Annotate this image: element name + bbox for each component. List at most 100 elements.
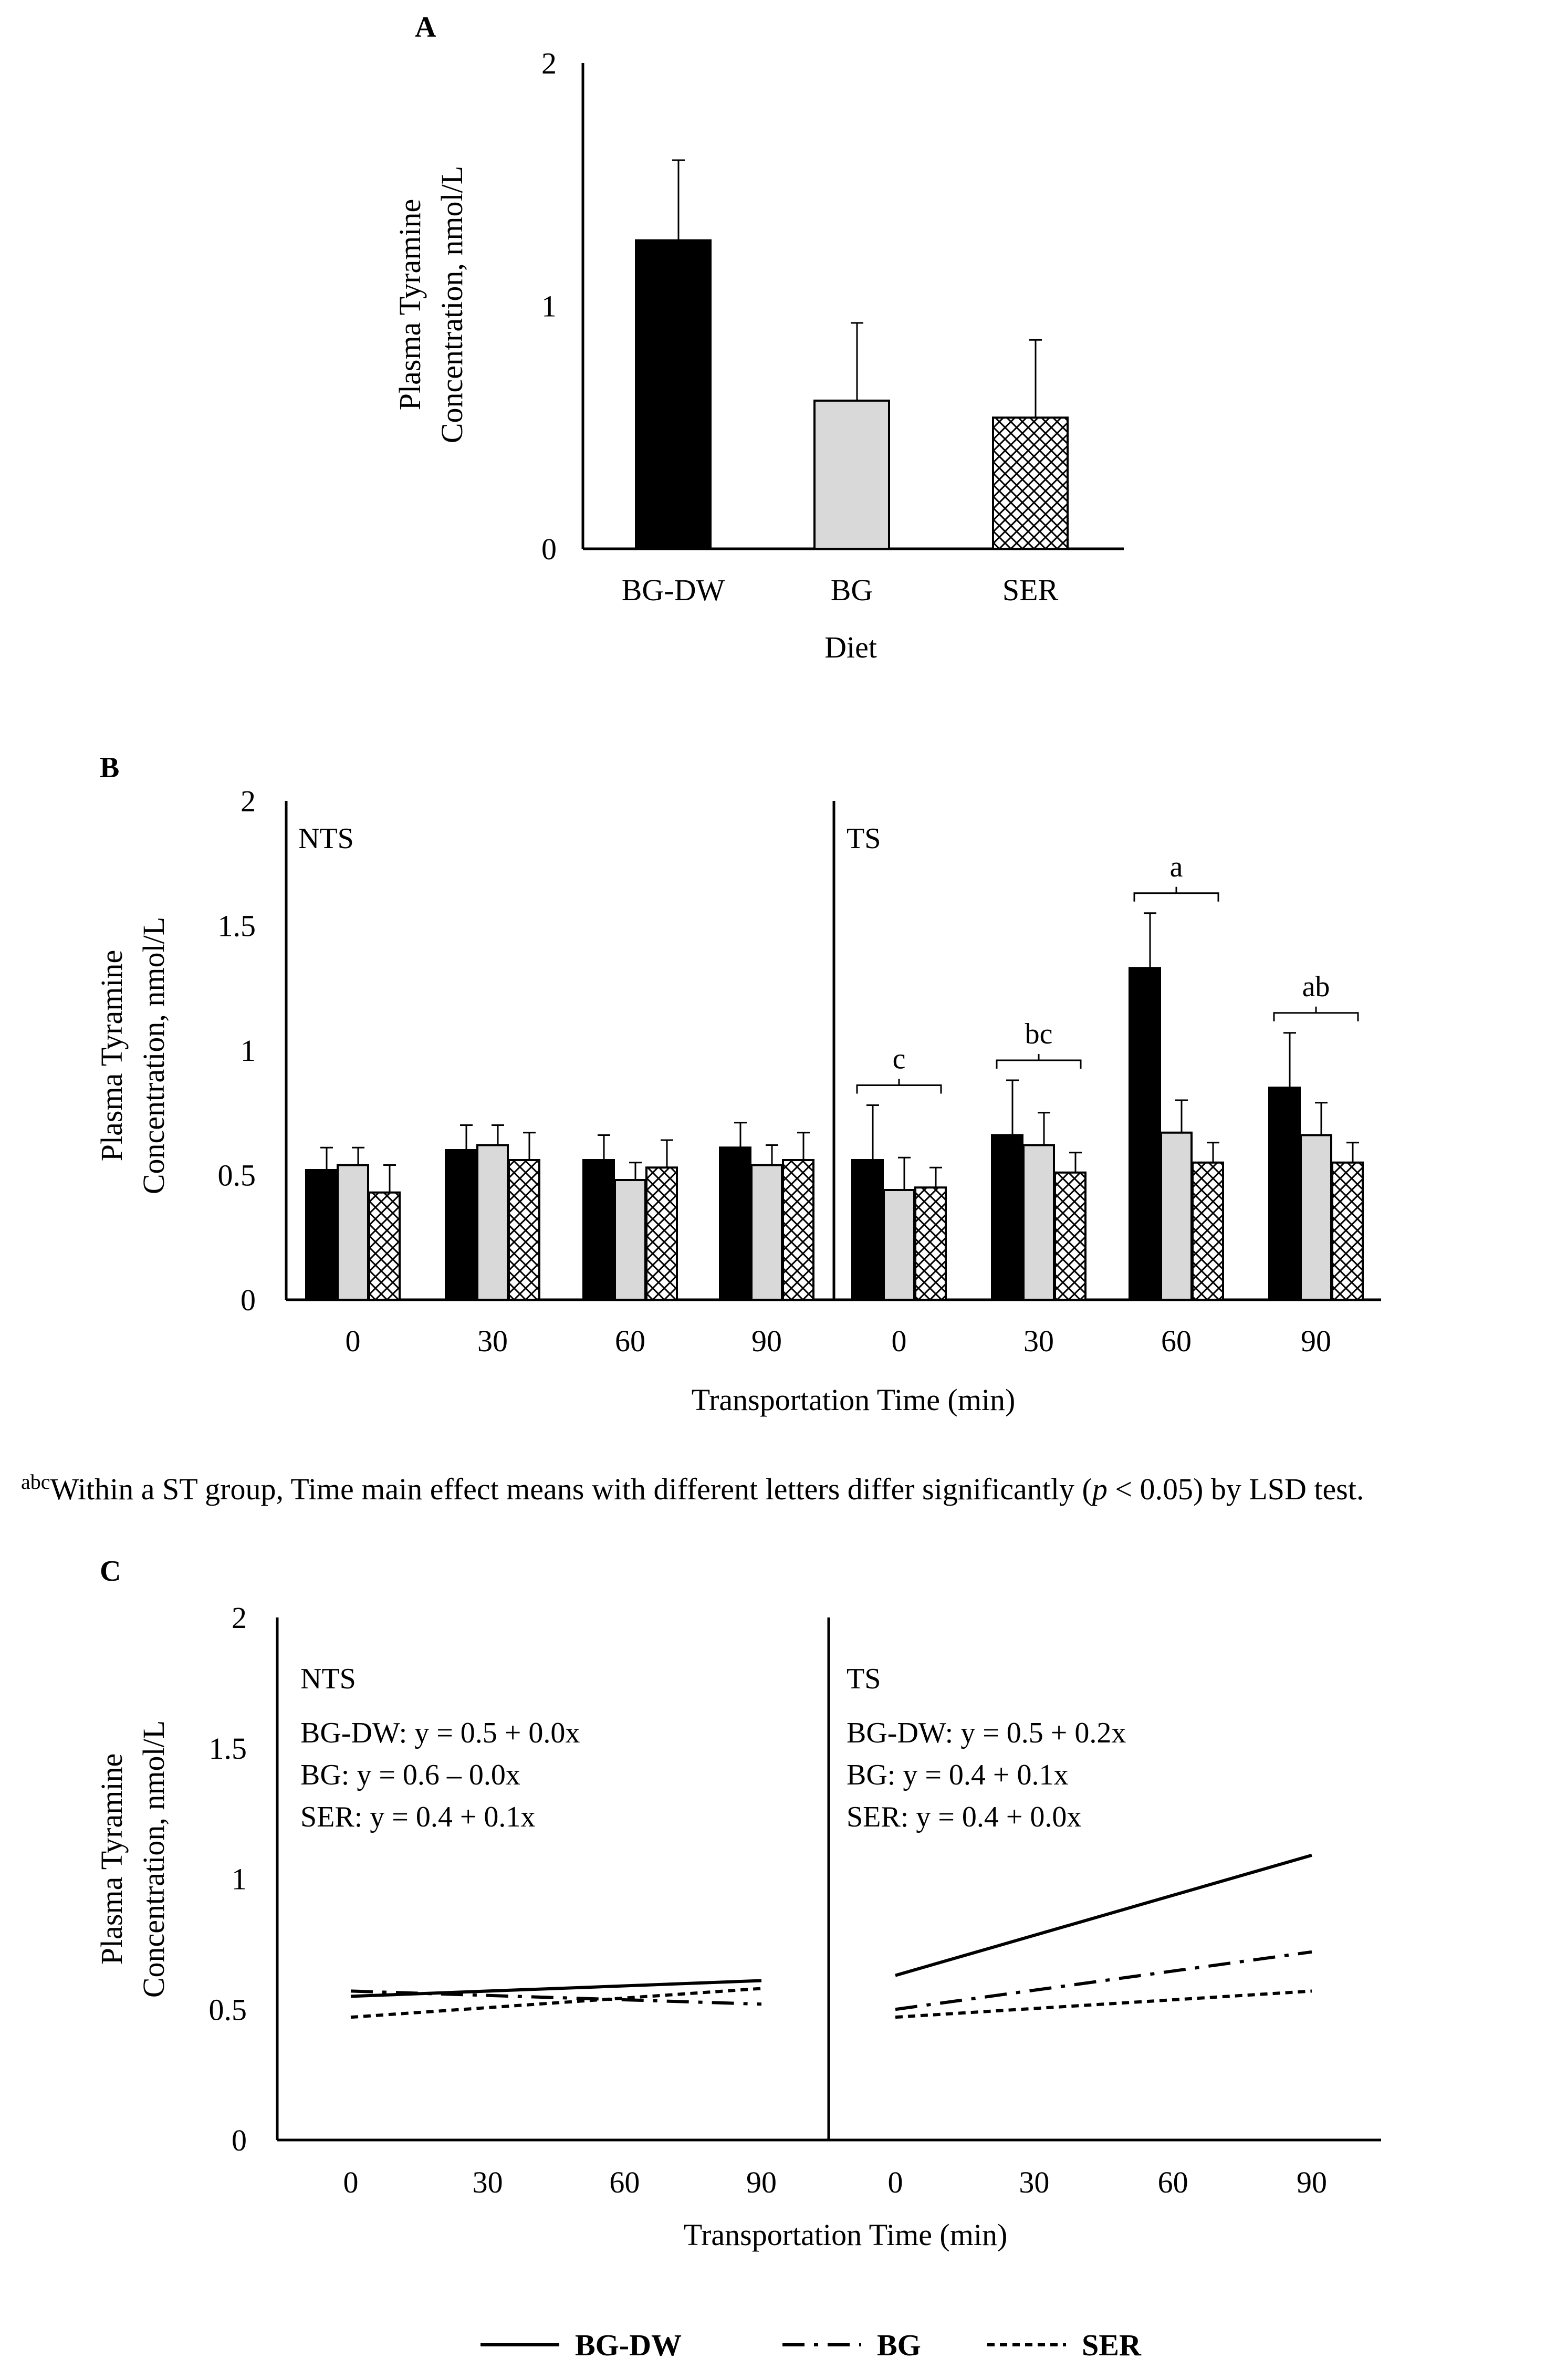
panel-b-sig-letter-ts-0: c <box>893 1043 906 1076</box>
panel-b-bar-nts-90-bg-dw <box>719 1146 751 1301</box>
panel-c-line-ts-bg-dw <box>895 1853 1312 1977</box>
panel-a-ytick-2: 2 <box>541 46 557 80</box>
panel-b-bracket-ts-0 <box>856 1079 942 1094</box>
panel-c-equation-nts-bg: BG: y = 0.6 – 0.0x <box>300 1759 520 1791</box>
panel-b-bracket-ts-90 <box>1273 1006 1359 1021</box>
legend-label-ser: SER <box>1082 2328 1142 2362</box>
panel-b-bar-nts-0-bg-dw <box>305 1169 338 1301</box>
panel-c-line-nts-ser <box>350 1987 762 2019</box>
panel-c-xtick-ts-90: 90 <box>1297 2165 1327 2199</box>
panel-b-bar-nts-0-bg <box>337 1164 369 1301</box>
panel-b-bar-ts-60-ser <box>1192 1161 1224 1301</box>
panel-c-line-ts-bg <box>895 1950 1312 2011</box>
panel-a-ytick-1: 1 <box>541 289 557 323</box>
panel-a-ylabel-line1: Plasma Tyramine <box>393 199 427 410</box>
panel-c-title: C <box>100 1555 121 1588</box>
panel-b-bar-ts-30-ser <box>1054 1171 1087 1301</box>
panel-b-bar-nts-30-bg <box>476 1144 509 1301</box>
panel-c-xtick-ts-0: 0 <box>888 2165 903 2199</box>
panel-b-group-label-ts: TS <box>847 822 881 855</box>
panel-a-title: A <box>415 11 436 44</box>
panel-b-bar-ts-90-bg-dw <box>1268 1087 1301 1301</box>
panel-b-ylabel-line1: Plasma Tyramine <box>95 950 129 1161</box>
panel-b-xtick-ts-30: 30 <box>1023 1324 1054 1358</box>
panel-a-plot-area: 0 1 2 BG-DW BG SER <box>541 46 1124 607</box>
legend: BG-DW BG SER <box>480 2328 1142 2362</box>
panel-a-xlabel: Diet <box>824 630 877 664</box>
footnote: abcWithin a ST group, Time main effect m… <box>21 1470 1364 1506</box>
panel-c: C Plasma Tyramine Concentration, nmol/L … <box>95 1555 1381 2252</box>
panel-b-xlabel: Transportation Time (min) <box>692 1383 1016 1417</box>
panel-c-equation-ts-bg-dw: BG-DW: y = 0.5 + 0.2x <box>847 1717 1126 1749</box>
panel-b-ytick-1-5: 1.5 <box>218 909 256 943</box>
panel-c-xlabel: Transportation Time (min) <box>684 2218 1008 2252</box>
panel-c-xtick-nts-90: 90 <box>746 2165 777 2199</box>
panel-c-line-nts-bg-dw <box>350 1979 762 1998</box>
panel-b-bar-nts-60-bg <box>614 1179 646 1301</box>
panel-c-ylabel-line2: Concentration, nmol/L <box>137 1720 171 1998</box>
panel-b-bracket-ts-30 <box>996 1054 1082 1069</box>
panel-b-bar-ts-30-bg-dw <box>991 1134 1023 1301</box>
panel-b-bar-ts-60-bg <box>1160 1131 1193 1301</box>
panel-c-group-label-nts: NTS <box>300 1663 356 1695</box>
panel-c-line-ts-ser <box>895 1989 1312 2019</box>
panel-b-bar-ts-30-bg <box>1022 1144 1055 1301</box>
panel-c-xtick-nts-30: 30 <box>473 2165 503 2199</box>
legend-label-bg: BG <box>877 2328 921 2362</box>
panel-b-ytick-1: 1 <box>241 1034 256 1068</box>
panel-a-xtick-bg: BG <box>831 573 873 607</box>
panel-c-xtick-ts-30: 30 <box>1019 2165 1049 2199</box>
panel-c-ylabel-line1: Plasma Tyramine <box>95 1753 129 1965</box>
panel-b-ytick-2: 2 <box>241 784 256 818</box>
panel-b-bar-ts-0-bg-dw <box>851 1159 884 1301</box>
panel-b-bar-nts-30-ser <box>508 1159 540 1301</box>
panel-c-xtick-ts-60: 60 <box>1158 2165 1188 2199</box>
panel-b-xtick-nts-30: 30 <box>477 1324 508 1358</box>
panel-b-sig-letter-ts-90: ab <box>1302 970 1330 1003</box>
panel-c-equation-ts-ser: SER: y = 0.4 + 0.0x <box>847 1801 1081 1833</box>
panel-b-bar-nts-90-ser <box>782 1159 814 1301</box>
panel-c-group-label-ts: TS <box>847 1663 881 1695</box>
panel-b-bar-nts-60-ser <box>645 1166 678 1301</box>
footnote-text-post: < 0.05) by LSD test. <box>1108 1472 1364 1506</box>
panel-a-bar-ser <box>992 416 1069 550</box>
panel-c-xtick-nts-0: 0 <box>343 2165 359 2199</box>
panel-b-bar-nts-90-bg <box>750 1164 783 1301</box>
panel-b-bar-ts-0-bg <box>883 1189 915 1301</box>
panel-b-bar-ts-90-bg <box>1300 1134 1332 1301</box>
panel-b-plot-area: 0 0.5 1 1.5 2 NTS 0 30 60 90 TS 0 c 30 bc 60 a 90 ab <box>218 784 1381 1358</box>
panel-c-ytick-1: 1 <box>232 1862 247 1896</box>
panel-c-ytick-1-5: 1.5 <box>209 1731 247 1766</box>
panel-b-title: B <box>100 751 119 784</box>
panel-b-bar-nts-60-bg-dw <box>582 1159 615 1301</box>
panel-b-bar-ts-90-ser <box>1331 1161 1364 1301</box>
panel-a-bar-bg <box>813 399 890 550</box>
panel-b-group-label-nts: NTS <box>298 822 354 855</box>
panel-b: B Plasma Tyramine Concentration, nmol/L … <box>95 751 1381 1417</box>
legend-label-bg-dw: BG-DW <box>575 2328 682 2362</box>
panel-b-xtick-nts-60: 60 <box>615 1324 645 1358</box>
panel-a-xtick-ser: SER <box>1002 573 1059 607</box>
panel-b-xtick-nts-90: 90 <box>751 1324 782 1358</box>
panel-c-ytick-2: 2 <box>232 1601 247 1635</box>
panel-b-xtick-ts-60: 60 <box>1161 1324 1192 1358</box>
panel-a-bar-bg-dw <box>635 239 712 550</box>
footnote-p: p <box>1090 1472 1108 1506</box>
panel-b-sig-letter-ts-60: a <box>1170 851 1183 883</box>
panel-b-bracket-ts-60 <box>1133 886 1219 902</box>
panel-c-plot-area: 0 0.5 1 1.5 2 NTS BG-DW: y = 0.5 + 0.0x BG: y =… <box>209 1601 1381 2199</box>
panel-c-equation-ts-bg: BG: y = 0.4 + 0.1x <box>847 1759 1069 1791</box>
panel-c-xtick-nts-60: 60 <box>609 2165 640 2199</box>
footnote-text-pre: Within a ST group, Time main effect mean… <box>50 1472 1092 1506</box>
panel-a-xtick-bg-dw: BG-DW <box>622 573 725 607</box>
panel-b-bar-ts-60-bg-dw <box>1129 967 1161 1301</box>
panel-c-equation-nts-ser: SER: y = 0.4 + 0.1x <box>300 1801 535 1833</box>
panel-b-sig-letter-ts-30: bc <box>1025 1018 1053 1050</box>
panel-c-ytick-0: 0 <box>232 2123 247 2157</box>
panel-b-xtick-ts-90: 90 <box>1301 1324 1331 1358</box>
panel-b-ytick-0: 0 <box>241 1283 256 1317</box>
footnote-superscript: abc <box>21 1470 50 1494</box>
panel-a-ytick-0: 0 <box>541 532 557 566</box>
panel-b-bar-ts-0-ser <box>914 1186 947 1301</box>
